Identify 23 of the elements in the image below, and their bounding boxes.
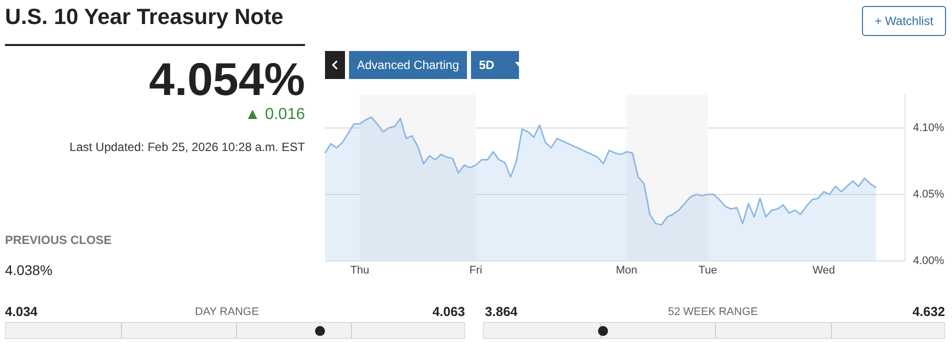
text: DAY RANGE [195, 306, 259, 318]
x-tick-label: Tue [698, 264, 718, 276]
y-tick-label: 4.10% [913, 122, 944, 134]
text: PREVIOUS CLOSE [5, 233, 112, 247]
text: ▲ 0.016 [244, 106, 305, 124]
y-tick-label: 4.05% [913, 188, 944, 200]
text: 52 WEEK RANGE [668, 306, 758, 318]
text: U.S. 10 Year Treasury Note [5, 4, 305, 46]
text: 4.038% [5, 262, 52, 278]
text: Advanced Charting [349, 51, 467, 79]
x-tick-label: Wed [812, 264, 836, 276]
x-tick-label: Thu [350, 264, 370, 276]
y-tick-label: 4.00% [913, 254, 944, 267]
text: + Watchlist [862, 6, 946, 36]
text: 4.034 [5, 304, 38, 319]
text: 5D [471, 51, 519, 79]
x-tick-label: Mon [616, 264, 638, 276]
text: 4.632 [912, 304, 945, 319]
x-tick-label: Fri [469, 264, 482, 276]
text: 4.054% [148, 52, 305, 106]
text: Last Updated: Feb 25, 2026 10:28 a.m. EST [70, 140, 305, 154]
text: 4.063 [432, 304, 465, 319]
text: 3.864 [485, 304, 518, 319]
